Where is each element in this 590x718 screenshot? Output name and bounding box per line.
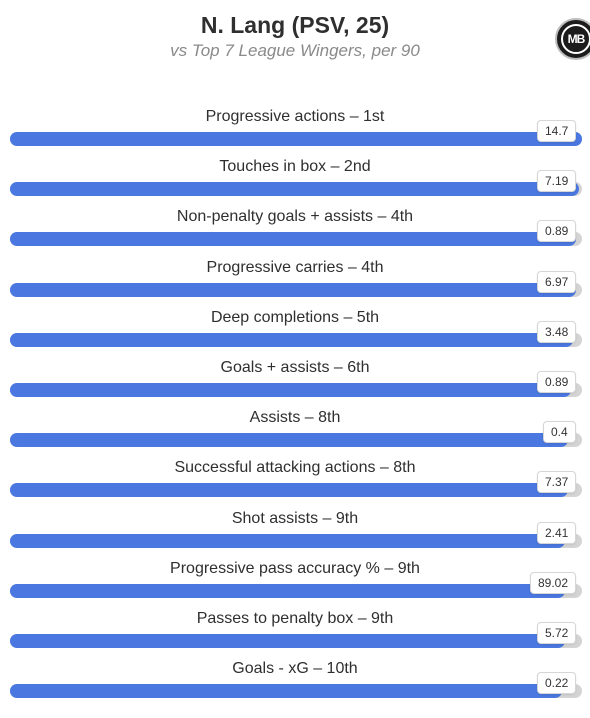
- bar-fill: [10, 182, 580, 197]
- bar-fill: [10, 583, 565, 598]
- bar-fill: [10, 684, 562, 699]
- chart-subtitle: vs Top 7 League Wingers, per 90: [170, 41, 420, 60]
- bar-fill: [10, 383, 571, 397]
- brand-logo: MB: [555, 18, 590, 60]
- chart-title: N. Lang (PSV, 25): [200, 12, 390, 38]
- bar-track: 7.19: [10, 170, 582, 197]
- bar-value-label: 89.02: [530, 571, 577, 594]
- bar-label: Progressive actions – 1st: [205, 108, 385, 125]
- bar-label: Goals - xG – 10th: [232, 660, 358, 678]
- bar-fill: [10, 634, 565, 648]
- bar-label: Successful attacking actions – 8th: [174, 459, 416, 477]
- bar-label: Deep completions – 5th: [210, 308, 380, 326]
- bar-row: Shot assists – 9th 2.41: [0, 510, 590, 560]
- bar-row: Touches in box – 2nd 7.19: [0, 158, 590, 208]
- bar-fill: [10, 433, 568, 448]
- bar-fill: [10, 132, 582, 146]
- bar-label: Passes to penalty box – 9th: [196, 610, 394, 627]
- bar-row: Progressive carries – 4th 6.97: [0, 259, 590, 309]
- bar-label: Shot assists – 9th: [231, 509, 359, 527]
- bar-track: 5.72: [10, 622, 582, 648]
- bar-value-label: 0.22: [537, 672, 577, 695]
- bar-value-label: 2.41: [537, 521, 577, 544]
- bar-track: 0.89: [10, 371, 582, 397]
- bar-row: Successful attacking actions – 8th 7.37: [0, 459, 590, 509]
- bar-value-label: 7.19: [537, 170, 577, 193]
- bar-row: Passes to penalty box – 9th 5.72: [0, 610, 590, 660]
- bar-row: Progressive pass accuracy % – 9th 89.02: [0, 560, 590, 610]
- bar-value-label: 5.72: [537, 622, 577, 644]
- bar-track: 6.97: [10, 270, 582, 297]
- bar-value-label: 14.7: [537, 120, 577, 142]
- bar-label: Non-penalty goals + assists – 4th: [176, 208, 414, 226]
- bar-label: Progressive carries – 4th: [206, 258, 384, 276]
- bar-fill: [10, 483, 568, 498]
- bar-track: 0.89: [10, 220, 582, 247]
- bar-value-label: 0.4: [543, 421, 576, 444]
- bar-track: 2.41: [10, 521, 582, 548]
- bar-row: Goals - xG – 10th 0.22: [0, 660, 590, 710]
- bar-fill: [10, 332, 574, 347]
- bar-value-label: 3.48: [537, 320, 577, 343]
- bar-row: Progressive actions – 1st 14.7: [0, 108, 590, 158]
- bar-value-label: 6.97: [537, 270, 577, 293]
- bar-fill: [10, 282, 577, 297]
- bar-row: Goals + assists – 6th 0.89: [0, 359, 590, 409]
- bar-row: Assists – 8th 0.4: [0, 409, 590, 459]
- bar-track: 0.4: [10, 421, 582, 448]
- bar-value-label: 0.89: [537, 371, 577, 393]
- bar-label: Progressive pass accuracy % – 9th: [170, 559, 420, 577]
- bar-label: Assists – 8th: [249, 409, 341, 427]
- bar-value-label: 7.37: [537, 471, 577, 494]
- bar-track: 14.7: [10, 120, 582, 146]
- bar-fill: [10, 232, 577, 247]
- bar-track: 7.37: [10, 471, 582, 498]
- bar-row: Deep completions – 5th 3.48: [0, 309, 590, 359]
- bar-track: 0.22: [10, 672, 582, 699]
- bar-value-label: 0.89: [537, 220, 577, 243]
- bar-row: Non-penalty goals + assists – 4th 0.89: [0, 208, 590, 258]
- bar-track: 3.48: [10, 320, 582, 347]
- bar-label: Goals + assists – 6th: [220, 359, 370, 376]
- bar-track: 89.02: [10, 571, 582, 598]
- bar-label: Touches in box – 2nd: [219, 158, 371, 176]
- bar-fill: [10, 533, 565, 548]
